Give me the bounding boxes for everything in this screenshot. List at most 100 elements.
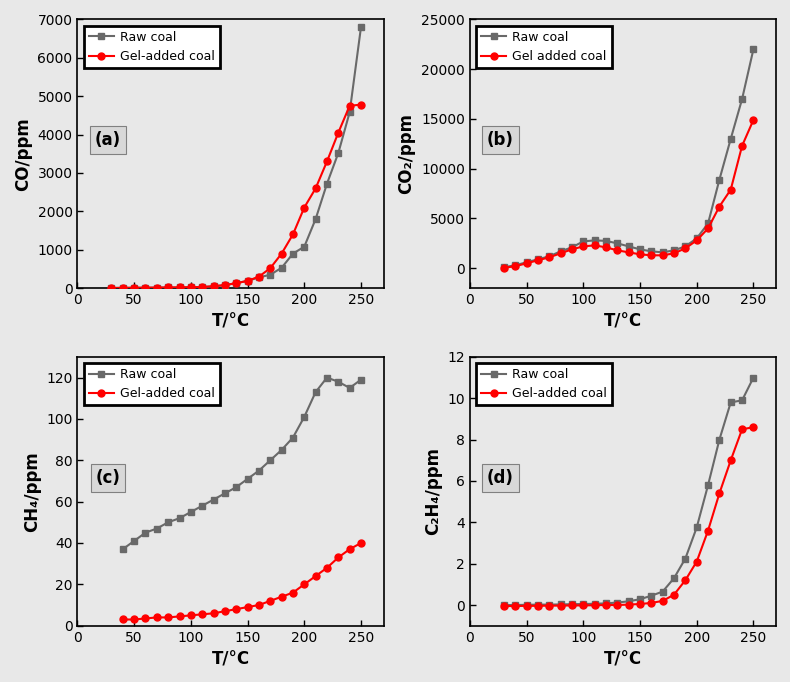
Gel added coal [635,250,645,258]
Gel-added coal [345,102,355,110]
Gel-added coal [737,425,747,433]
Text: (a): (a) [95,132,121,149]
Legend: Raw coal, Gel-added coal: Raw coal, Gel-added coal [476,364,612,405]
Gel-added coal [288,589,298,597]
Gel-added coal [578,602,588,610]
Gel-added coal [715,489,724,497]
Raw coal [130,284,139,292]
Gel-added coal [299,203,309,211]
Raw coal [333,149,343,157]
Y-axis label: CO/ppm: CO/ppm [14,117,32,191]
Legend: Raw coal, Gel added coal: Raw coal, Gel added coal [476,26,611,68]
Line: Raw coal: Raw coal [500,46,757,271]
Raw coal [658,587,668,595]
Raw coal [749,45,758,53]
Raw coal [590,599,600,608]
Gel-added coal [265,264,275,272]
Raw coal [322,179,332,188]
Raw coal [601,599,611,608]
Raw coal [118,545,127,553]
Gel added coal [692,236,702,244]
Raw coal [692,523,702,531]
Raw coal [646,248,656,256]
Raw coal [209,282,218,291]
Gel-added coal [254,601,264,609]
Raw coal [231,483,241,491]
Raw coal [198,283,207,291]
Gel-added coal [590,601,600,609]
Gel-added coal [198,610,207,619]
Raw coal [612,598,622,606]
Gel-added coal [220,281,230,289]
Raw coal [175,514,184,522]
Raw coal [288,434,298,442]
Gel added coal [624,248,634,256]
Raw coal [356,23,366,31]
Raw coal [635,246,645,254]
Raw coal [345,108,355,117]
Raw coal [152,524,162,533]
Gel added coal [567,246,577,254]
Gel-added coal [544,602,554,610]
Gel-added coal [220,607,230,615]
Gel added coal [658,251,668,259]
Gel-added coal [522,602,532,610]
Gel-added coal [198,283,207,291]
Gel-added coal [175,283,184,291]
Gel-added coal [624,601,634,609]
Gel-added coal [107,284,116,292]
Raw coal [141,529,150,537]
Raw coal [726,135,735,143]
Gel added coal [737,142,747,150]
Raw coal [243,475,252,483]
Raw coal [715,436,724,444]
Gel-added coal [322,158,332,166]
Gel-added coal [669,591,679,599]
Gel-added coal [311,184,321,192]
Gel added coal [556,249,566,257]
Raw coal [288,250,298,258]
Raw coal [164,518,173,527]
Raw coal [533,255,543,263]
Gel-added coal [141,284,150,292]
Y-axis label: CO₂/ppm: CO₂/ppm [397,113,416,194]
Text: (d): (d) [487,469,514,487]
Gel-added coal [118,615,127,623]
Raw coal [692,235,702,243]
Raw coal [510,601,520,609]
Raw coal [220,281,230,289]
Raw coal [669,246,679,254]
Raw coal [333,378,343,386]
Raw coal [749,374,758,382]
Gel-added coal [209,282,218,291]
Text: (c): (c) [96,469,121,487]
Gel added coal [669,249,679,257]
Gel-added coal [510,602,520,610]
Line: Raw coal: Raw coal [119,374,364,552]
Raw coal [265,456,275,464]
Gel-added coal [499,602,509,610]
Line: Gel-added coal: Gel-added coal [108,101,364,291]
Raw coal [703,481,713,489]
Raw coal [646,591,656,599]
Gel-added coal [703,527,713,535]
Raw coal [175,283,184,291]
Raw coal [118,284,127,292]
Gel-added coal [130,284,139,292]
Raw coal [141,284,150,292]
Raw coal [186,508,196,516]
Raw coal [703,220,713,228]
Gel-added coal [186,611,196,619]
Gel-added coal [333,129,343,137]
Raw coal [715,175,724,183]
Line: Raw coal: Raw coal [500,374,757,608]
Legend: Raw coal, Gel-added coal: Raw coal, Gel-added coal [84,364,220,405]
Raw coal [299,243,309,251]
Legend: Raw coal, Gel-added coal: Raw coal, Gel-added coal [84,26,220,68]
Gel-added coal [612,601,622,609]
Gel-added coal [118,284,127,292]
Raw coal [220,489,230,497]
Y-axis label: C₂H₄/ppm: C₂H₄/ppm [423,447,442,535]
Gel-added coal [231,605,241,613]
Gel-added coal [692,557,702,565]
